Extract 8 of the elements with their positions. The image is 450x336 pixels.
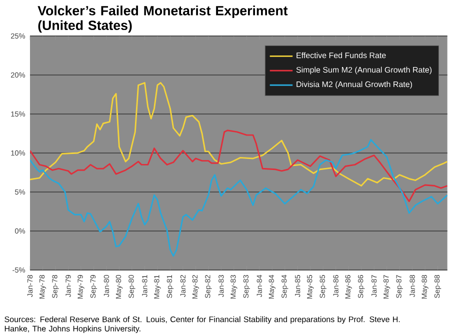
legend-label: Simple Sum M2 (Annual Growth Rate) [296,66,432,74]
legend-label: Effective Fed Funds Rate [296,52,386,58]
line-series [30,82,448,186]
chart-title: Volcker’s Failed Monetarist Experiment (United States) [38,6,288,33]
source-note: Sources: Federal Reserve Bank of St. Louis, Center for Financial Stability and preparations by Prof. Steve H. Hanke, The Johns Hopkins University. [4,316,400,334]
line-series [30,130,448,202]
line-series [30,139,448,257]
legend-label: Divisia M2 (Annual Growth Rate) [296,81,412,89]
